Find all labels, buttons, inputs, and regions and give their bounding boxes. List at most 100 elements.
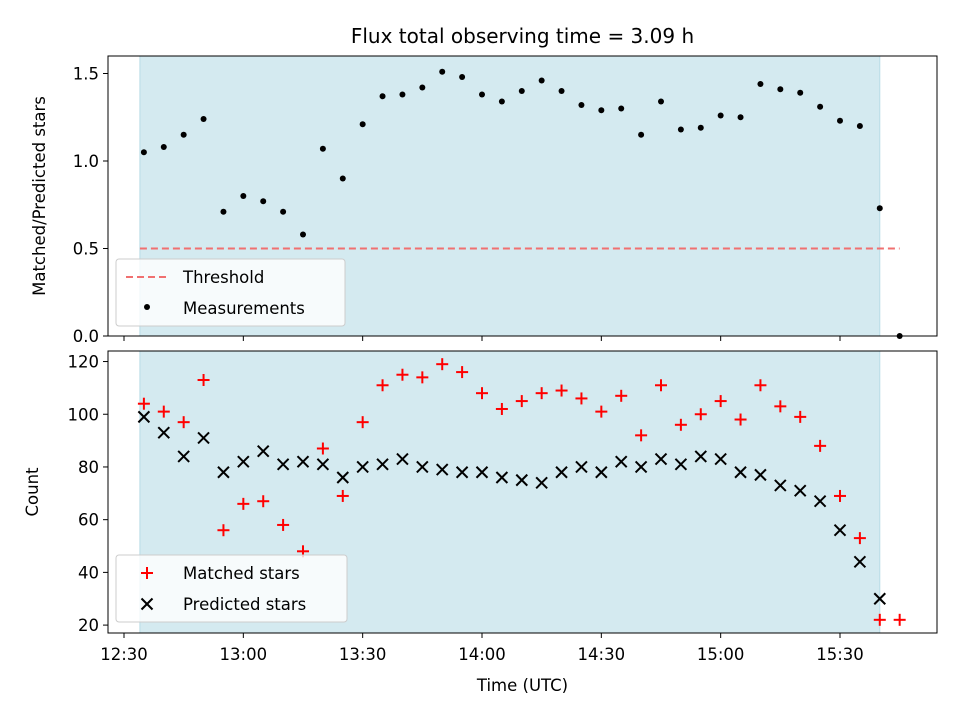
legend-predicted-swatch	[140, 597, 154, 611]
matched-star-point	[237, 497, 250, 510]
matched-star-point	[336, 489, 349, 502]
measurement-point	[220, 208, 227, 215]
matched-star-point	[257, 495, 270, 508]
cross-stroke	[774, 479, 787, 492]
legend-plus-marker	[141, 567, 153, 579]
y-tick-label: 1.0	[73, 152, 99, 171]
cross-stroke	[694, 450, 707, 463]
predicted-star-point	[575, 460, 588, 474]
matched-star-point	[356, 416, 369, 429]
legend-measurement-swatch	[144, 304, 150, 310]
cross-stroke	[575, 460, 588, 474]
matched-star-point	[277, 518, 290, 531]
x-tick-label: 12:30	[100, 645, 148, 664]
predicted-star-point	[714, 452, 727, 466]
measurement-points	[140, 68, 903, 339]
y-tick-label: 60	[78, 511, 99, 530]
measurement-point	[439, 68, 446, 75]
matched-star-point	[655, 379, 667, 392]
matched-star-point	[674, 418, 687, 431]
predicted-star-point	[654, 452, 668, 466]
x-tick-label: 13:30	[339, 645, 387, 664]
cross-stroke	[436, 463, 449, 476]
measurement-point	[578, 102, 585, 108]
measurement-point	[797, 89, 804, 96]
cross-stroke	[157, 426, 170, 439]
y-tick-label: 20	[78, 616, 99, 635]
cross-stroke	[137, 410, 151, 424]
y-axis-ticks: 20 40 60 80 100 120	[68, 353, 108, 635]
plot-frame	[107, 350, 938, 634]
cross-stroke	[376, 458, 389, 471]
measurement-point	[240, 193, 247, 199]
predicted-star-point	[157, 426, 170, 439]
measurement-point	[300, 231, 306, 238]
matched-star-point	[575, 392, 588, 405]
plot-frame	[107, 55, 938, 337]
measurement-point	[817, 103, 824, 110]
measurement-point	[697, 124, 704, 131]
cross-stroke	[475, 466, 489, 479]
measurement-point	[200, 116, 207, 122]
matched-star-point	[595, 405, 608, 418]
measurement-point	[538, 77, 545, 84]
predicted-star-point	[595, 466, 608, 479]
y-axis-ticks: 0.0 0.5 1.0 1.5	[73, 65, 108, 346]
x-axis-ticks: 12:30 13:00 13:30 14:00 14:30 15:00 15:30	[100, 633, 864, 664]
predicted-star-point	[475, 466, 489, 479]
cross-stroke	[177, 450, 190, 463]
measurement-point	[737, 114, 744, 121]
predicted-stars-points	[137, 410, 886, 605]
y-tick-label: 80	[78, 458, 99, 477]
matched-star-point	[535, 387, 548, 400]
matched-star-point	[794, 410, 807, 423]
cross-stroke	[495, 471, 509, 484]
measurement-point	[399, 91, 406, 98]
cross-stroke	[356, 460, 369, 474]
matched-star-point	[834, 489, 846, 502]
measurement-point	[260, 198, 267, 205]
y-tick-label: 0.5	[73, 240, 99, 259]
matched-star-point	[316, 442, 329, 455]
panel-counts: 20 40 60 80 100 120 12:30 13:00 13:30 14:00 14:30…	[23, 350, 938, 695]
x-axis-ticks	[123, 336, 841, 341]
predicted-star-point	[276, 458, 290, 471]
measurement-point	[359, 121, 366, 128]
predicted-star-point	[177, 450, 190, 463]
predicted-star-point	[833, 524, 847, 537]
matched-star-point	[137, 397, 150, 410]
predicted-star-point	[376, 458, 389, 471]
measurement-point	[558, 88, 565, 94]
measurement-point	[498, 98, 505, 105]
legend-matched-label: Matched stars	[183, 564, 300, 583]
measurement-point	[459, 74, 466, 80]
legend-box	[115, 554, 348, 623]
cross-stroke	[197, 431, 210, 445]
cross-stroke	[595, 466, 608, 479]
cross-stroke	[416, 460, 429, 474]
x-tick-label: 14:30	[578, 645, 626, 664]
cross-stroke	[336, 471, 349, 484]
cross-stroke	[257, 444, 270, 458]
matched-star-point	[177, 416, 190, 429]
matched-star-point	[635, 429, 648, 442]
matched-star-point	[615, 389, 628, 402]
measurement-point	[479, 91, 485, 98]
matched-star-point	[396, 368, 409, 381]
matched-star-point	[217, 524, 230, 537]
legend: Threshold Measurements	[115, 258, 346, 327]
measurement-point	[638, 131, 645, 138]
predicted-star-point	[296, 455, 310, 468]
predicted-star-point	[674, 458, 688, 471]
cross-stroke	[654, 452, 668, 466]
matched-star-point	[774, 400, 787, 413]
measurement-point	[280, 208, 287, 215]
cross-stroke	[853, 555, 867, 569]
predicted-star-point	[615, 455, 628, 468]
matched-star-point	[734, 413, 747, 426]
cross-stroke	[140, 597, 154, 611]
predicted-star-point	[217, 466, 230, 479]
predicted-star-point	[197, 431, 210, 445]
predicted-star-point	[356, 460, 369, 474]
matched-star-point	[476, 387, 488, 400]
